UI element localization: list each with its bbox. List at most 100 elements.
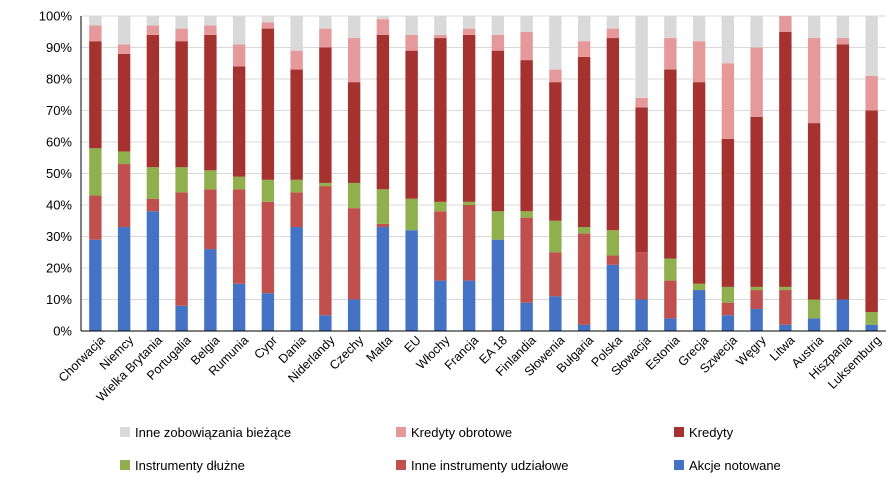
bar-segment [779, 31, 792, 287]
legend-swatch [674, 460, 684, 470]
bar-segment [664, 280, 677, 319]
bar-segment [89, 16, 102, 26]
bar-segment [89, 148, 102, 196]
bar-segment [520, 16, 533, 32]
bar-segment [347, 82, 361, 183]
legend-swatch [396, 460, 406, 470]
bar-segment [606, 38, 620, 231]
y-tick-label: 70% [46, 103, 72, 118]
bar-segment [204, 189, 217, 250]
bar-segment [261, 16, 275, 23]
bar-segment [692, 16, 706, 42]
bar-segment [462, 201, 476, 205]
bar-segment [491, 211, 505, 240]
bar-segment [376, 19, 390, 35]
bar-segment [520, 302, 533, 331]
y-tick-label: 90% [46, 40, 72, 55]
bar-segment [577, 233, 591, 325]
bar-segment [319, 16, 332, 29]
bar-segment [376, 34, 390, 190]
x-tick-label: Malta [363, 333, 395, 365]
bar-segment [319, 28, 332, 48]
bar-segment [434, 16, 447, 35]
bar-segment [232, 189, 246, 284]
bar-segment [549, 220, 562, 253]
bar-segment [779, 324, 792, 331]
bar-segment [319, 315, 332, 331]
y-tick-labels: 0% 10% 20% 30% 40% 50% 60% 70% 80% 90% 100% [39, 9, 73, 339]
y-tick-label: 80% [46, 72, 72, 87]
bar-segment [635, 97, 648, 108]
y-tick-label: 20% [46, 261, 72, 276]
bar-segment [635, 252, 648, 300]
bar-segment [836, 299, 850, 331]
bar-segment [549, 296, 562, 331]
bar-segment [434, 34, 447, 39]
bar-segment [319, 47, 332, 183]
bar-segment [146, 167, 160, 199]
legend-label: Instrumenty dłużne [135, 458, 245, 473]
bar-segment [117, 44, 131, 54]
bar-segment [692, 41, 706, 83]
bar-segment [261, 28, 275, 180]
bar-segment [462, 280, 476, 331]
bar-segment [865, 16, 878, 76]
legend-swatch [120, 427, 130, 437]
bar-segment [577, 16, 591, 42]
bar-segment [491, 50, 505, 212]
bar-segment [232, 283, 246, 331]
bar-segment [232, 44, 246, 67]
bar-segment [721, 302, 735, 316]
bar-segment [807, 38, 821, 124]
bar-segment [779, 286, 792, 291]
bar-segment [175, 167, 188, 193]
bar-segment [290, 50, 303, 70]
gridlines [81, 15, 886, 300]
bar-segment [434, 211, 447, 281]
bar-segment [89, 239, 102, 331]
bar-segment [376, 223, 390, 228]
legend-swatch [120, 460, 130, 470]
bar-segment [146, 211, 160, 331]
bar-segment [750, 308, 763, 331]
bar-segment [376, 189, 390, 224]
bar-segment [261, 201, 275, 294]
bar-segment [664, 69, 677, 259]
bar-segment [175, 28, 188, 42]
bar-segment [347, 16, 361, 39]
bar-segment [232, 16, 246, 45]
bar-segment [434, 38, 447, 202]
bar-segment [520, 217, 533, 303]
bar-segment [664, 38, 677, 70]
bar-segment [606, 16, 620, 29]
legend-label: Inne zobowiązania bieżące [135, 425, 291, 440]
bar-segment [865, 312, 878, 325]
bar-segment [750, 16, 763, 48]
bar-segment [290, 179, 303, 193]
bar-segment [577, 56, 591, 228]
bar-segment [175, 305, 188, 331]
bar-segment [520, 31, 533, 61]
bar-segment [347, 208, 361, 300]
bar-segment [117, 53, 131, 152]
bar-segment [807, 16, 821, 39]
y-tick-label: 100% [39, 9, 73, 24]
bar-segment [807, 318, 821, 331]
bar-segment [807, 299, 821, 319]
bar-segment [692, 82, 706, 284]
bar-segment [405, 198, 418, 231]
bar-segment [376, 227, 390, 331]
bar-segment [692, 290, 706, 331]
bar-segment [635, 299, 648, 331]
y-tick-label: 0% [53, 324, 72, 339]
bar-segment [146, 34, 160, 168]
bar-segment [405, 230, 418, 331]
bar-segment [750, 47, 763, 117]
bar-segment [290, 227, 303, 331]
bar-segment [577, 227, 591, 234]
bar-segment [750, 290, 763, 309]
bar-segment [347, 182, 361, 209]
bar-segment [750, 116, 763, 287]
